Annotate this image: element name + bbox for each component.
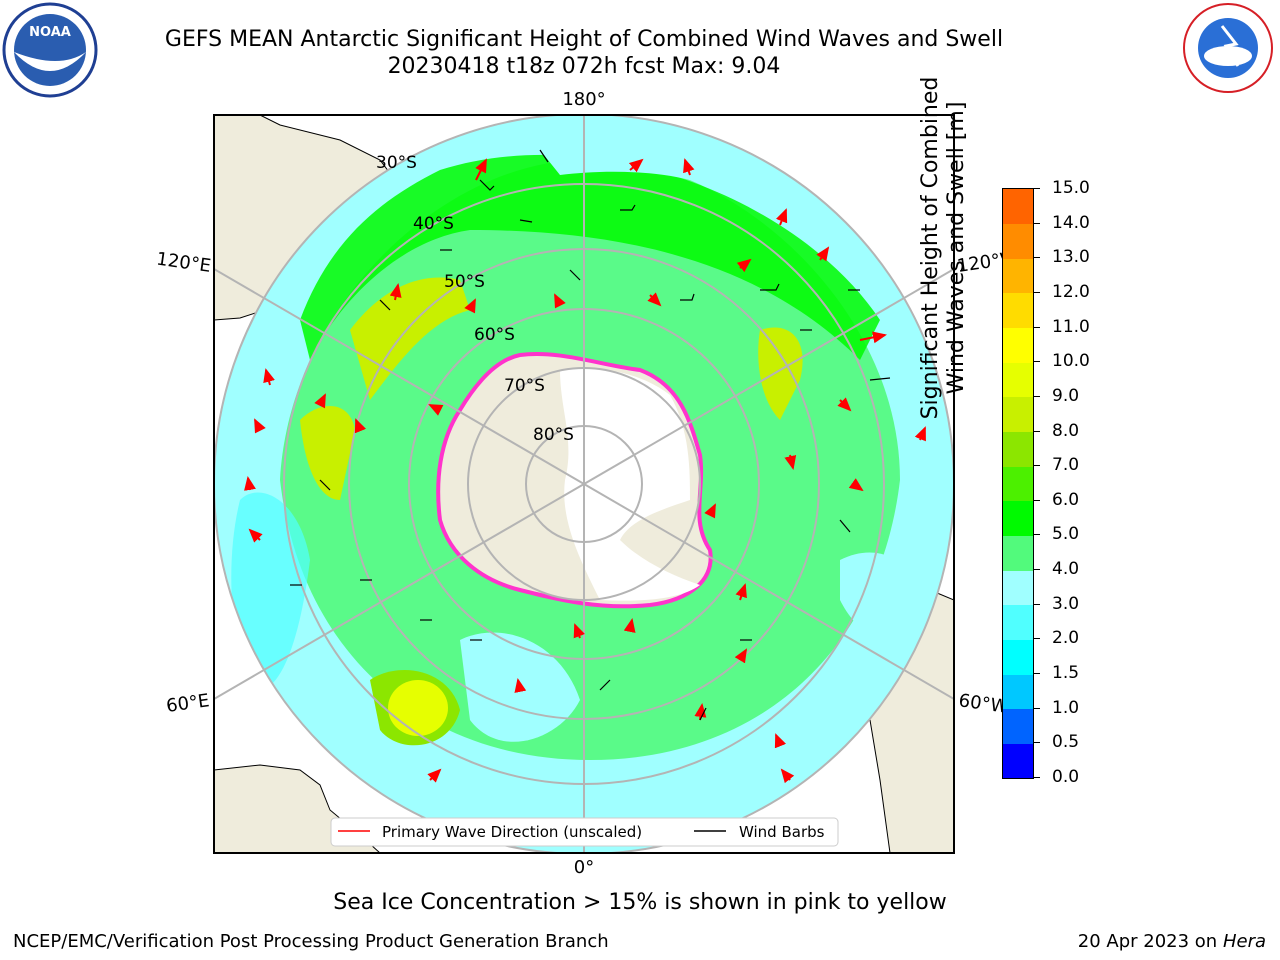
colorbar-segment — [1003, 327, 1033, 363]
wind-barbs — [290, 149, 891, 721]
colorbar-tick-label: 14.0 — [1034, 214, 1090, 232]
lat-label-80s: 80°S — [533, 425, 574, 445]
colorbar-segment — [1003, 223, 1033, 259]
colorbar-segment — [1003, 535, 1033, 571]
colorbar-segment — [1003, 466, 1033, 502]
colorbar-segment — [1003, 292, 1033, 329]
colorbar-segment — [1003, 431, 1033, 467]
map-legend: Primary Wave Direction (unscaled) Wind B… — [330, 817, 839, 847]
colorbar-tick-label: 7.0 — [1034, 457, 1079, 474]
colorbar — [1002, 188, 1034, 779]
colorbar-segment — [1003, 362, 1033, 398]
colorbar-label: Significant Height of Combined Wind Wave… — [918, 76, 969, 420]
colorbar-tick-label: 3.0 — [1034, 595, 1079, 613]
legend-barb-label: Wind Barbs — [739, 823, 825, 841]
footer-branch: NCEP/EMC/Verification Post Processing Pr… — [13, 931, 609, 952]
colorbar-segment — [1003, 708, 1033, 744]
footer-date: 20 Apr 2023 on Hera — [1077, 931, 1266, 952]
colorbar-tick-label: 13.0 — [1034, 249, 1090, 266]
sea-ice-note: Sea Ice Concentration > 15% is shown in … — [333, 890, 947, 915]
colorbar-segment — [1003, 604, 1033, 640]
map-frame — [213, 114, 955, 854]
colorbar-segment — [1003, 396, 1033, 433]
colorbar-segment — [1003, 189, 1033, 225]
colorbar-segment — [1003, 743, 1033, 779]
colorbar-tick-label: 0.0 — [1034, 769, 1079, 786]
colorbar-segment — [1003, 674, 1033, 710]
colorbar-tick-label: 0.5 — [1034, 734, 1079, 751]
colorbar-tick-label: 12.0 — [1034, 283, 1090, 301]
colorbar-segment — [1003, 570, 1033, 606]
lat-label-60s: 60°S — [474, 325, 515, 345]
lon-label-bottom: 0° — [574, 857, 594, 878]
lat-label-50s: 50°S — [444, 272, 485, 292]
chart-title: GEFS MEAN Antarctic Significant Height o… — [164, 27, 1004, 52]
colorbar-tick-label: 5.0 — [1034, 526, 1079, 543]
noaa-logo: NOAA — [2, 2, 98, 98]
colorbar-segment — [1003, 500, 1033, 536]
colorbar-tick-label: 10.0 — [1034, 353, 1090, 370]
colorbar-tick-label: 11.0 — [1034, 318, 1090, 336]
chart-subtitle: 20230418 t18z 072h fcst Max: 9.04 — [387, 54, 781, 79]
colorbar-tick-label: 1.5 — [1034, 665, 1079, 682]
legend-wave-label: Primary Wave Direction (unscaled) — [382, 823, 642, 841]
graticule — [214, 115, 954, 853]
lon-label-left-lower: 60°E — [165, 690, 211, 717]
colorbar-tick-label: 1.0 — [1034, 699, 1079, 717]
colorbar-tick-label: 15.0 — [1034, 180, 1090, 197]
colorbar-tick-label: 8.0 — [1034, 422, 1079, 440]
colorbar-segment — [1003, 258, 1033, 294]
wave-direction-arrows — [244, 158, 926, 834]
lat-label-40s: 40°S — [413, 214, 454, 234]
colorbar-segment — [1003, 639, 1033, 675]
lon-label-top: 180° — [562, 89, 605, 110]
nws-logo — [1183, 3, 1273, 93]
lon-label-left-upper: 120°E — [155, 249, 212, 277]
colorbar-tick-label: 9.0 — [1034, 387, 1079, 405]
lat-label-70s: 70°S — [504, 376, 545, 396]
colorbar-tick-label: 2.0 — [1034, 630, 1079, 647]
svg-text:NOAA: NOAA — [29, 25, 71, 40]
colorbar-tick-label: 4.0 — [1034, 561, 1079, 578]
lat-label-30s: 30°S — [376, 153, 417, 173]
colorbar-tick-label: 6.0 — [1034, 491, 1079, 509]
